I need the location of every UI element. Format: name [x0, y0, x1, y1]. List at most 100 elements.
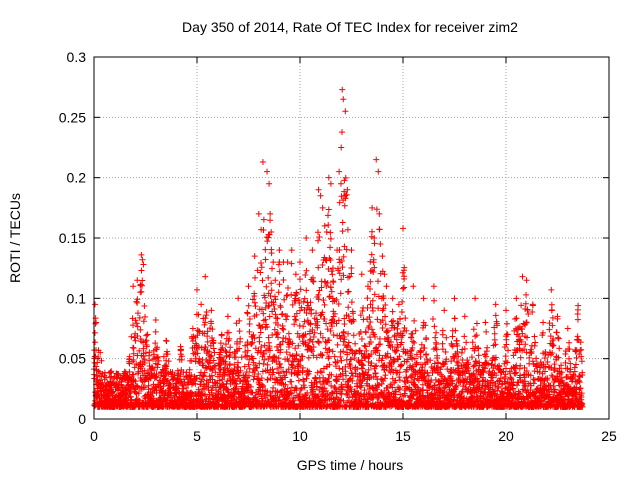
data-point	[107, 369, 114, 376]
data-point	[393, 336, 400, 343]
data-point	[494, 387, 501, 394]
data-point	[348, 356, 355, 363]
data-point	[523, 319, 530, 326]
data-point	[260, 227, 267, 234]
data-point	[246, 356, 253, 363]
data-point	[544, 358, 551, 365]
data-point	[422, 322, 429, 329]
data-point	[288, 260, 295, 267]
data-point	[314, 229, 321, 236]
data-point	[389, 384, 396, 391]
data-point	[550, 336, 557, 343]
data-point	[180, 385, 187, 392]
data-point	[512, 315, 519, 322]
data-point	[394, 325, 401, 332]
data-point	[321, 301, 328, 308]
data-point	[138, 267, 145, 274]
data-point	[548, 301, 555, 308]
data-point	[368, 351, 375, 358]
data-point	[272, 277, 279, 284]
data-point	[341, 243, 348, 250]
data-point	[155, 357, 162, 364]
data-point	[266, 313, 273, 320]
data-point	[399, 332, 406, 339]
data-point	[401, 392, 408, 399]
data-point	[293, 290, 300, 297]
y-axis-label: ROTI / TECUs	[7, 193, 23, 283]
data-point	[204, 338, 211, 345]
data-point	[314, 383, 321, 390]
data-point	[459, 346, 466, 353]
data-point	[367, 362, 374, 369]
data-point	[279, 322, 286, 329]
data-point	[460, 368, 467, 375]
data-point	[311, 329, 318, 336]
data-point	[130, 322, 137, 329]
data-point	[497, 367, 504, 374]
data-point	[227, 344, 234, 351]
data-point	[188, 381, 195, 388]
data-point	[286, 341, 293, 348]
data-point	[364, 371, 371, 378]
data-point	[245, 302, 252, 309]
data-point	[345, 313, 352, 320]
data-point	[550, 342, 557, 349]
data-point	[224, 313, 231, 320]
data-point	[287, 389, 294, 396]
data-point	[339, 370, 346, 377]
data-point	[441, 307, 448, 314]
data-point	[329, 323, 336, 330]
data-point	[380, 305, 387, 312]
data-point	[344, 342, 351, 349]
data-point	[268, 250, 275, 257]
data-point	[196, 344, 203, 351]
data-point	[491, 330, 498, 337]
data-point	[553, 329, 560, 336]
data-point	[409, 356, 416, 363]
data-point	[383, 364, 390, 371]
data-point	[548, 286, 555, 293]
data-point	[271, 306, 278, 313]
data-point	[392, 388, 399, 395]
data-point	[521, 346, 528, 353]
data-point	[379, 355, 386, 362]
data-point	[276, 247, 283, 254]
data-point	[312, 375, 319, 382]
data-point	[319, 262, 326, 269]
data-point	[461, 345, 468, 352]
data-point	[361, 387, 368, 394]
data-point	[309, 348, 316, 355]
data-point	[300, 298, 307, 305]
data-point	[227, 351, 234, 358]
data-point	[325, 266, 332, 273]
data-point	[266, 347, 273, 354]
data-point	[375, 293, 382, 300]
data-point	[326, 347, 333, 354]
data-point	[433, 346, 440, 353]
data-point	[270, 369, 277, 376]
data-point	[398, 362, 405, 369]
data-point	[142, 349, 149, 356]
data-point	[352, 370, 359, 377]
data-point	[241, 363, 248, 370]
data-point	[329, 271, 336, 278]
data-point	[431, 323, 438, 330]
data-point	[259, 277, 266, 284]
data-point	[423, 351, 430, 358]
data-point	[357, 384, 364, 391]
data-point	[277, 346, 284, 353]
data-point	[260, 360, 267, 367]
data-point	[272, 296, 279, 303]
data-point	[472, 333, 479, 340]
data-point	[194, 286, 200, 293]
data-point	[131, 334, 138, 341]
data-point	[513, 369, 520, 376]
data-point	[453, 337, 460, 344]
data-point	[236, 317, 243, 324]
data-point	[492, 341, 499, 348]
data-point	[292, 345, 299, 352]
data-point	[284, 285, 291, 292]
data-point	[370, 268, 377, 275]
data-point	[420, 386, 427, 393]
data-point	[503, 307, 509, 314]
